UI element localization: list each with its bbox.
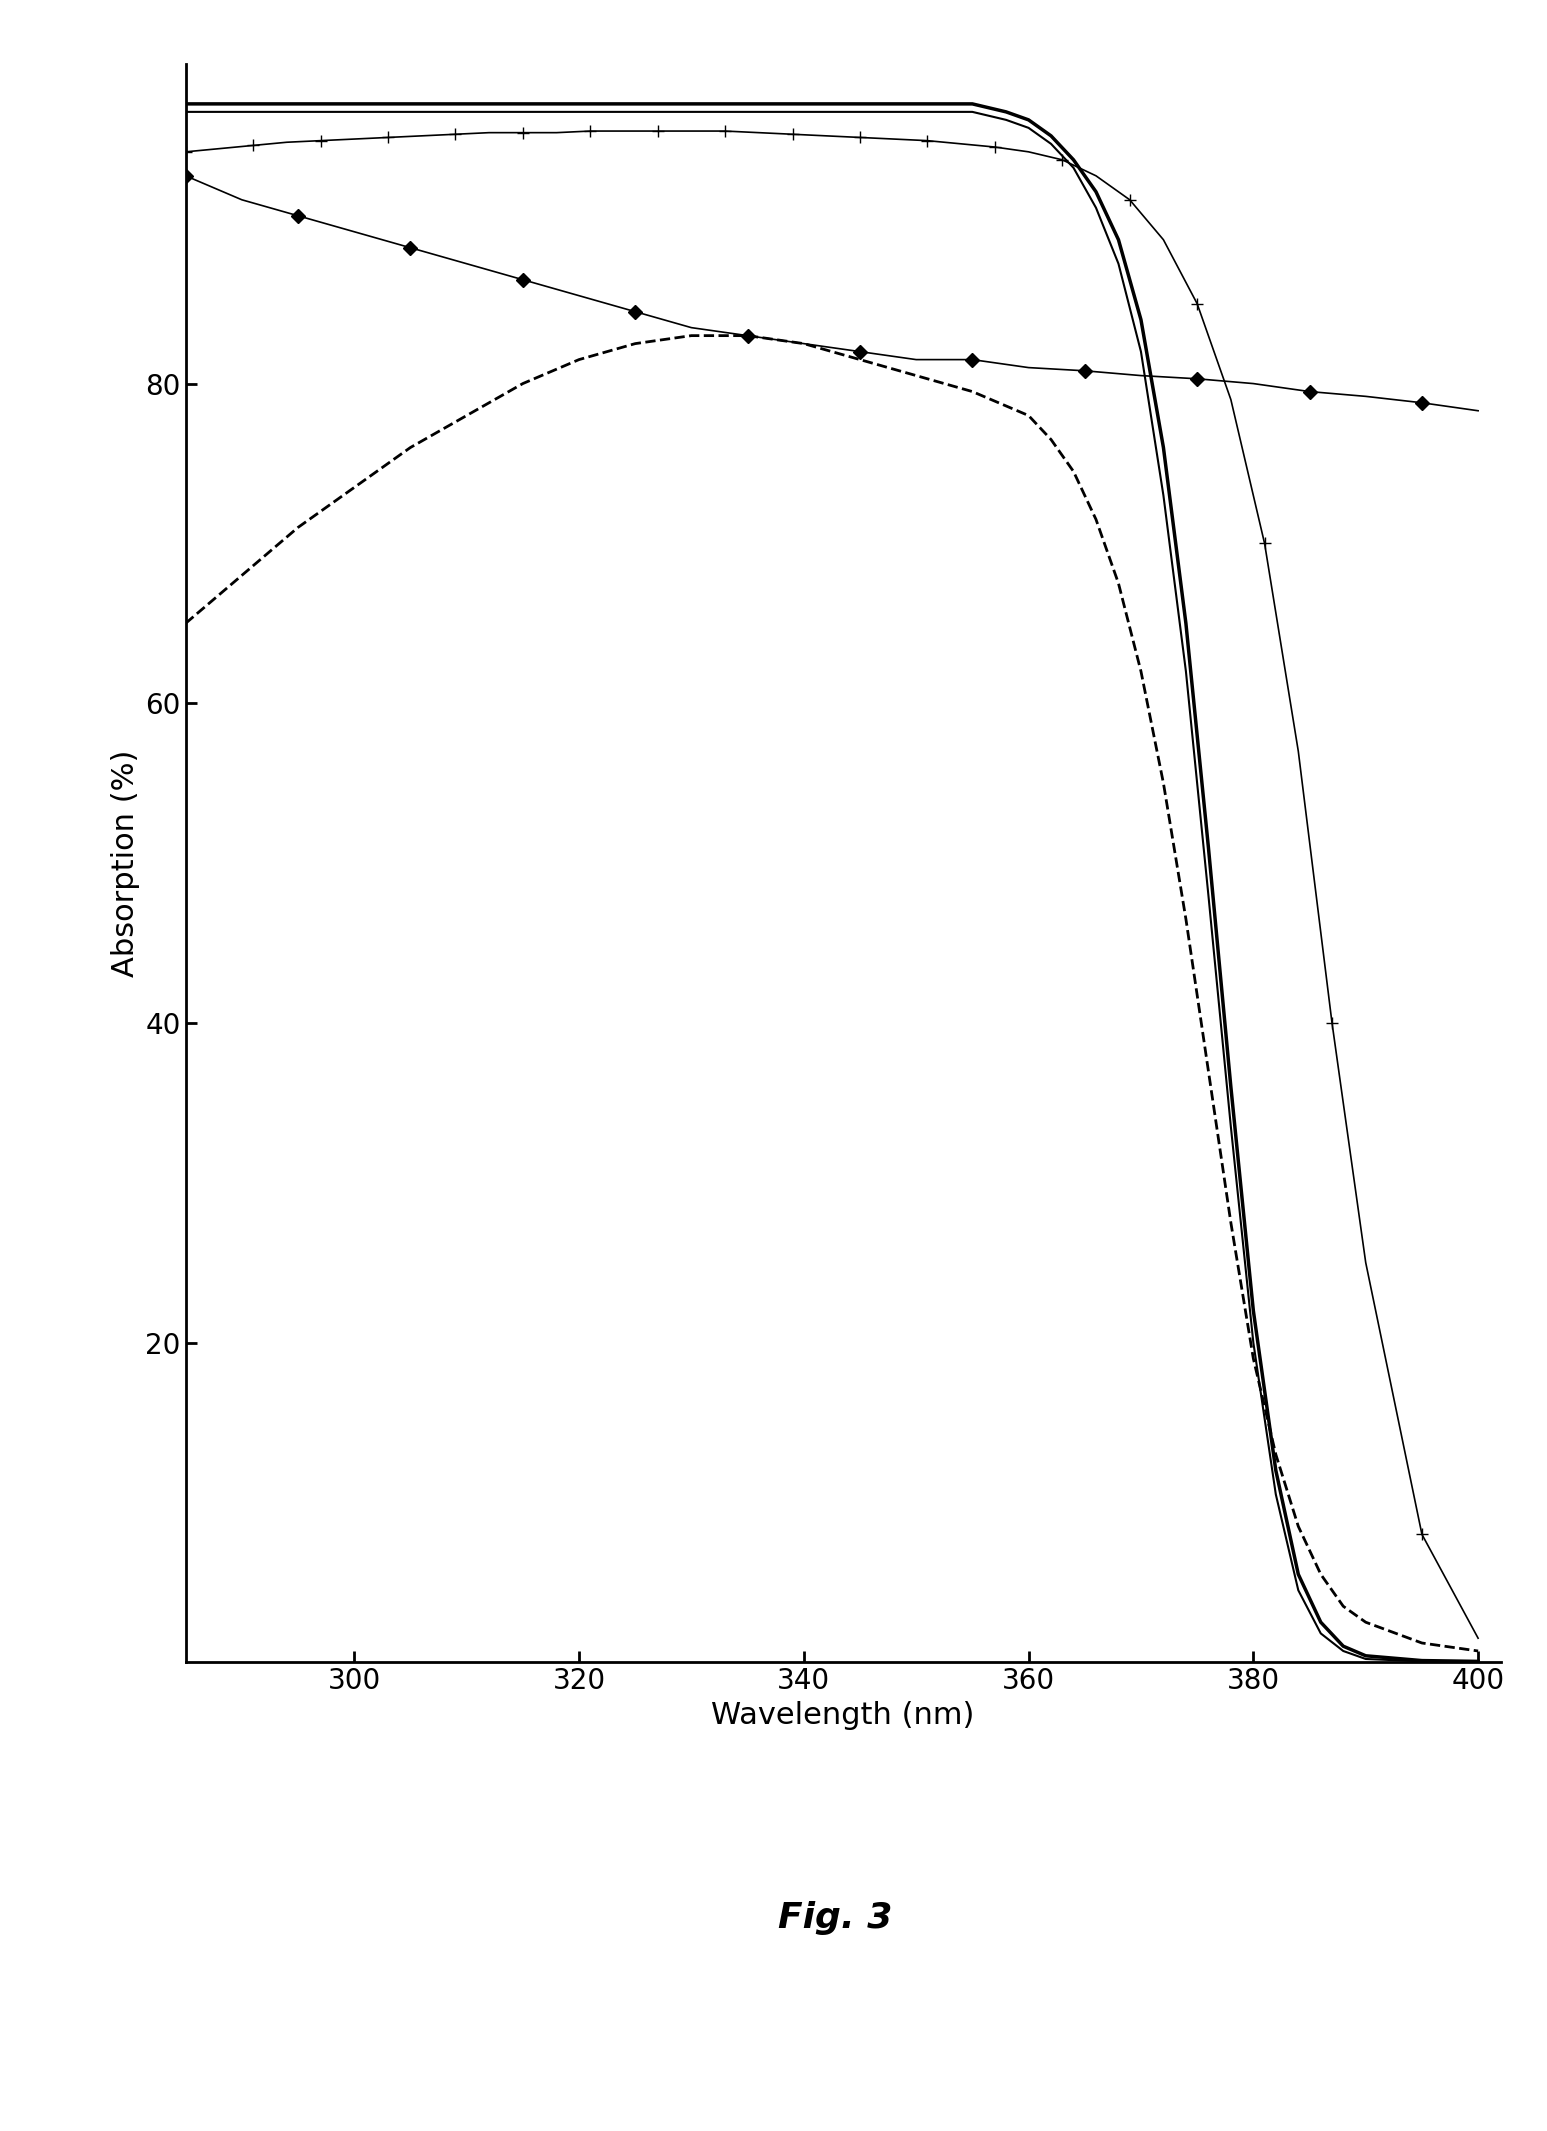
Text: Fig. 3: Fig. 3 bbox=[778, 1901, 893, 1935]
X-axis label: Wavelength (nm): Wavelength (nm) bbox=[712, 1701, 975, 1730]
Y-axis label: Absorption (%): Absorption (%) bbox=[111, 750, 139, 976]
